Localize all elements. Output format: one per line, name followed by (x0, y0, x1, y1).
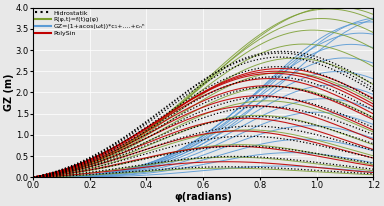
X-axis label: φ(radians): φ(radians) (174, 192, 232, 202)
Y-axis label: GZ (m): GZ (m) (4, 74, 14, 111)
Legend: Hidrostatik, R(φ,t)=f(t)g(φ), GZ=(1+acos(ωt))*c₁+....+cₙⁿ, PolySin: Hidrostatik, R(φ,t)=f(t)g(φ), GZ=(1+acos… (35, 9, 146, 37)
